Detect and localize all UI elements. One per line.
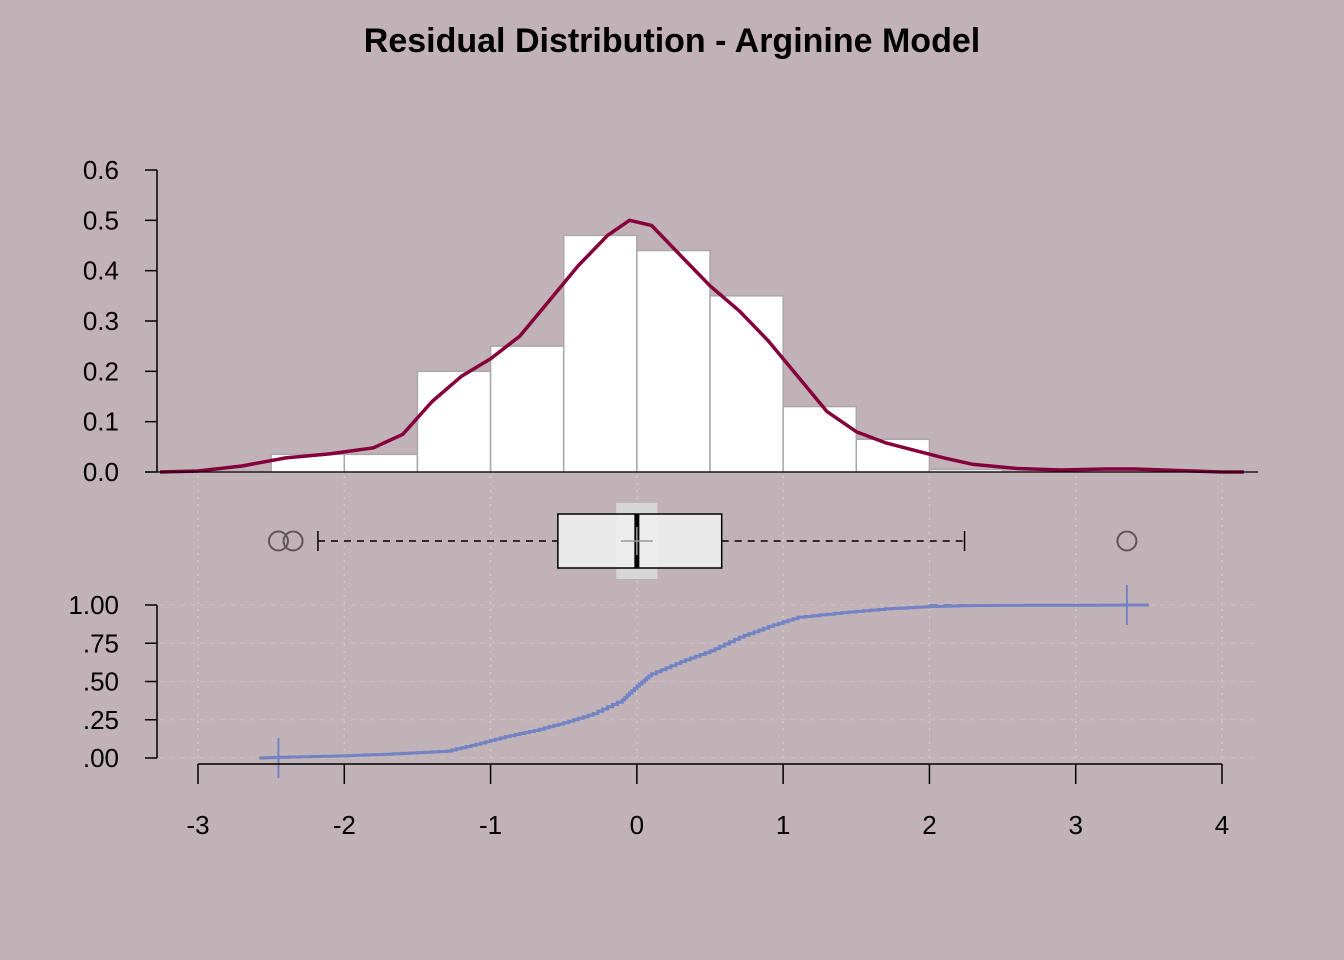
ecdf-y-tick-label: .75 xyxy=(83,628,119,658)
ecdf-y-tick-label: .00 xyxy=(83,743,119,773)
x-tick-label: 0 xyxy=(630,810,644,840)
x-tick-label: 1 xyxy=(776,810,790,840)
ecdf-y-tick-label: 1.00 xyxy=(68,590,119,620)
x-tick-label: -2 xyxy=(333,810,356,840)
hist-y-tick-label: 0.4 xyxy=(83,256,119,286)
hist-y-tick-label: 0.0 xyxy=(83,457,119,487)
x-tick-label: -1 xyxy=(479,810,502,840)
ecdf-y-tick-label: .50 xyxy=(83,667,119,697)
outlier-point xyxy=(267,530,289,552)
histogram-bar xyxy=(343,453,419,473)
histogram-bar xyxy=(782,405,858,473)
density-curve xyxy=(159,218,1244,474)
x-tick-label: 4 xyxy=(1215,810,1229,840)
x-tick-label: 3 xyxy=(1068,810,1082,840)
chart-title: Residual Distribution - Arginine Model xyxy=(364,22,980,60)
hist-y-tick-label: 0.6 xyxy=(83,155,119,185)
histogram-bar xyxy=(709,295,784,473)
hist-y-tick-label: 0.5 xyxy=(83,205,119,235)
hist-y-tick-label: 0.3 xyxy=(83,306,119,336)
histogram-bar xyxy=(636,249,711,473)
x-tick-label: -3 xyxy=(186,810,209,840)
ecdf-panel xyxy=(259,585,1149,778)
histogram-panel xyxy=(159,218,1244,474)
boxplot-panel xyxy=(267,503,1138,579)
x-tick-label: 2 xyxy=(922,810,936,840)
axes: 0.0 0.1 0.2 0.3 0.4 0.5 0.6 .00 .25 .50 .75 1.00 -3 -… xyxy=(68,155,1258,840)
histogram-bar xyxy=(416,370,492,473)
outlier-point xyxy=(1116,530,1138,552)
outlier-point xyxy=(282,530,304,552)
ecdf-line xyxy=(259,603,1149,760)
hist-y-tick-label: 0.2 xyxy=(83,356,119,386)
hist-y-tick-label: 0.1 xyxy=(83,407,119,437)
histogram-bar xyxy=(489,345,565,473)
ecdf-y-tick-label: .25 xyxy=(83,705,119,735)
